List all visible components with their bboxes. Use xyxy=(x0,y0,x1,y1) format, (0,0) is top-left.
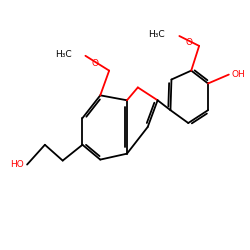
Text: H₃C: H₃C xyxy=(55,50,72,58)
Text: OH: OH xyxy=(232,70,245,79)
Text: H₃C: H₃C xyxy=(148,30,164,38)
Text: O: O xyxy=(185,38,192,47)
Text: HO: HO xyxy=(10,160,24,169)
Text: O: O xyxy=(92,59,99,68)
